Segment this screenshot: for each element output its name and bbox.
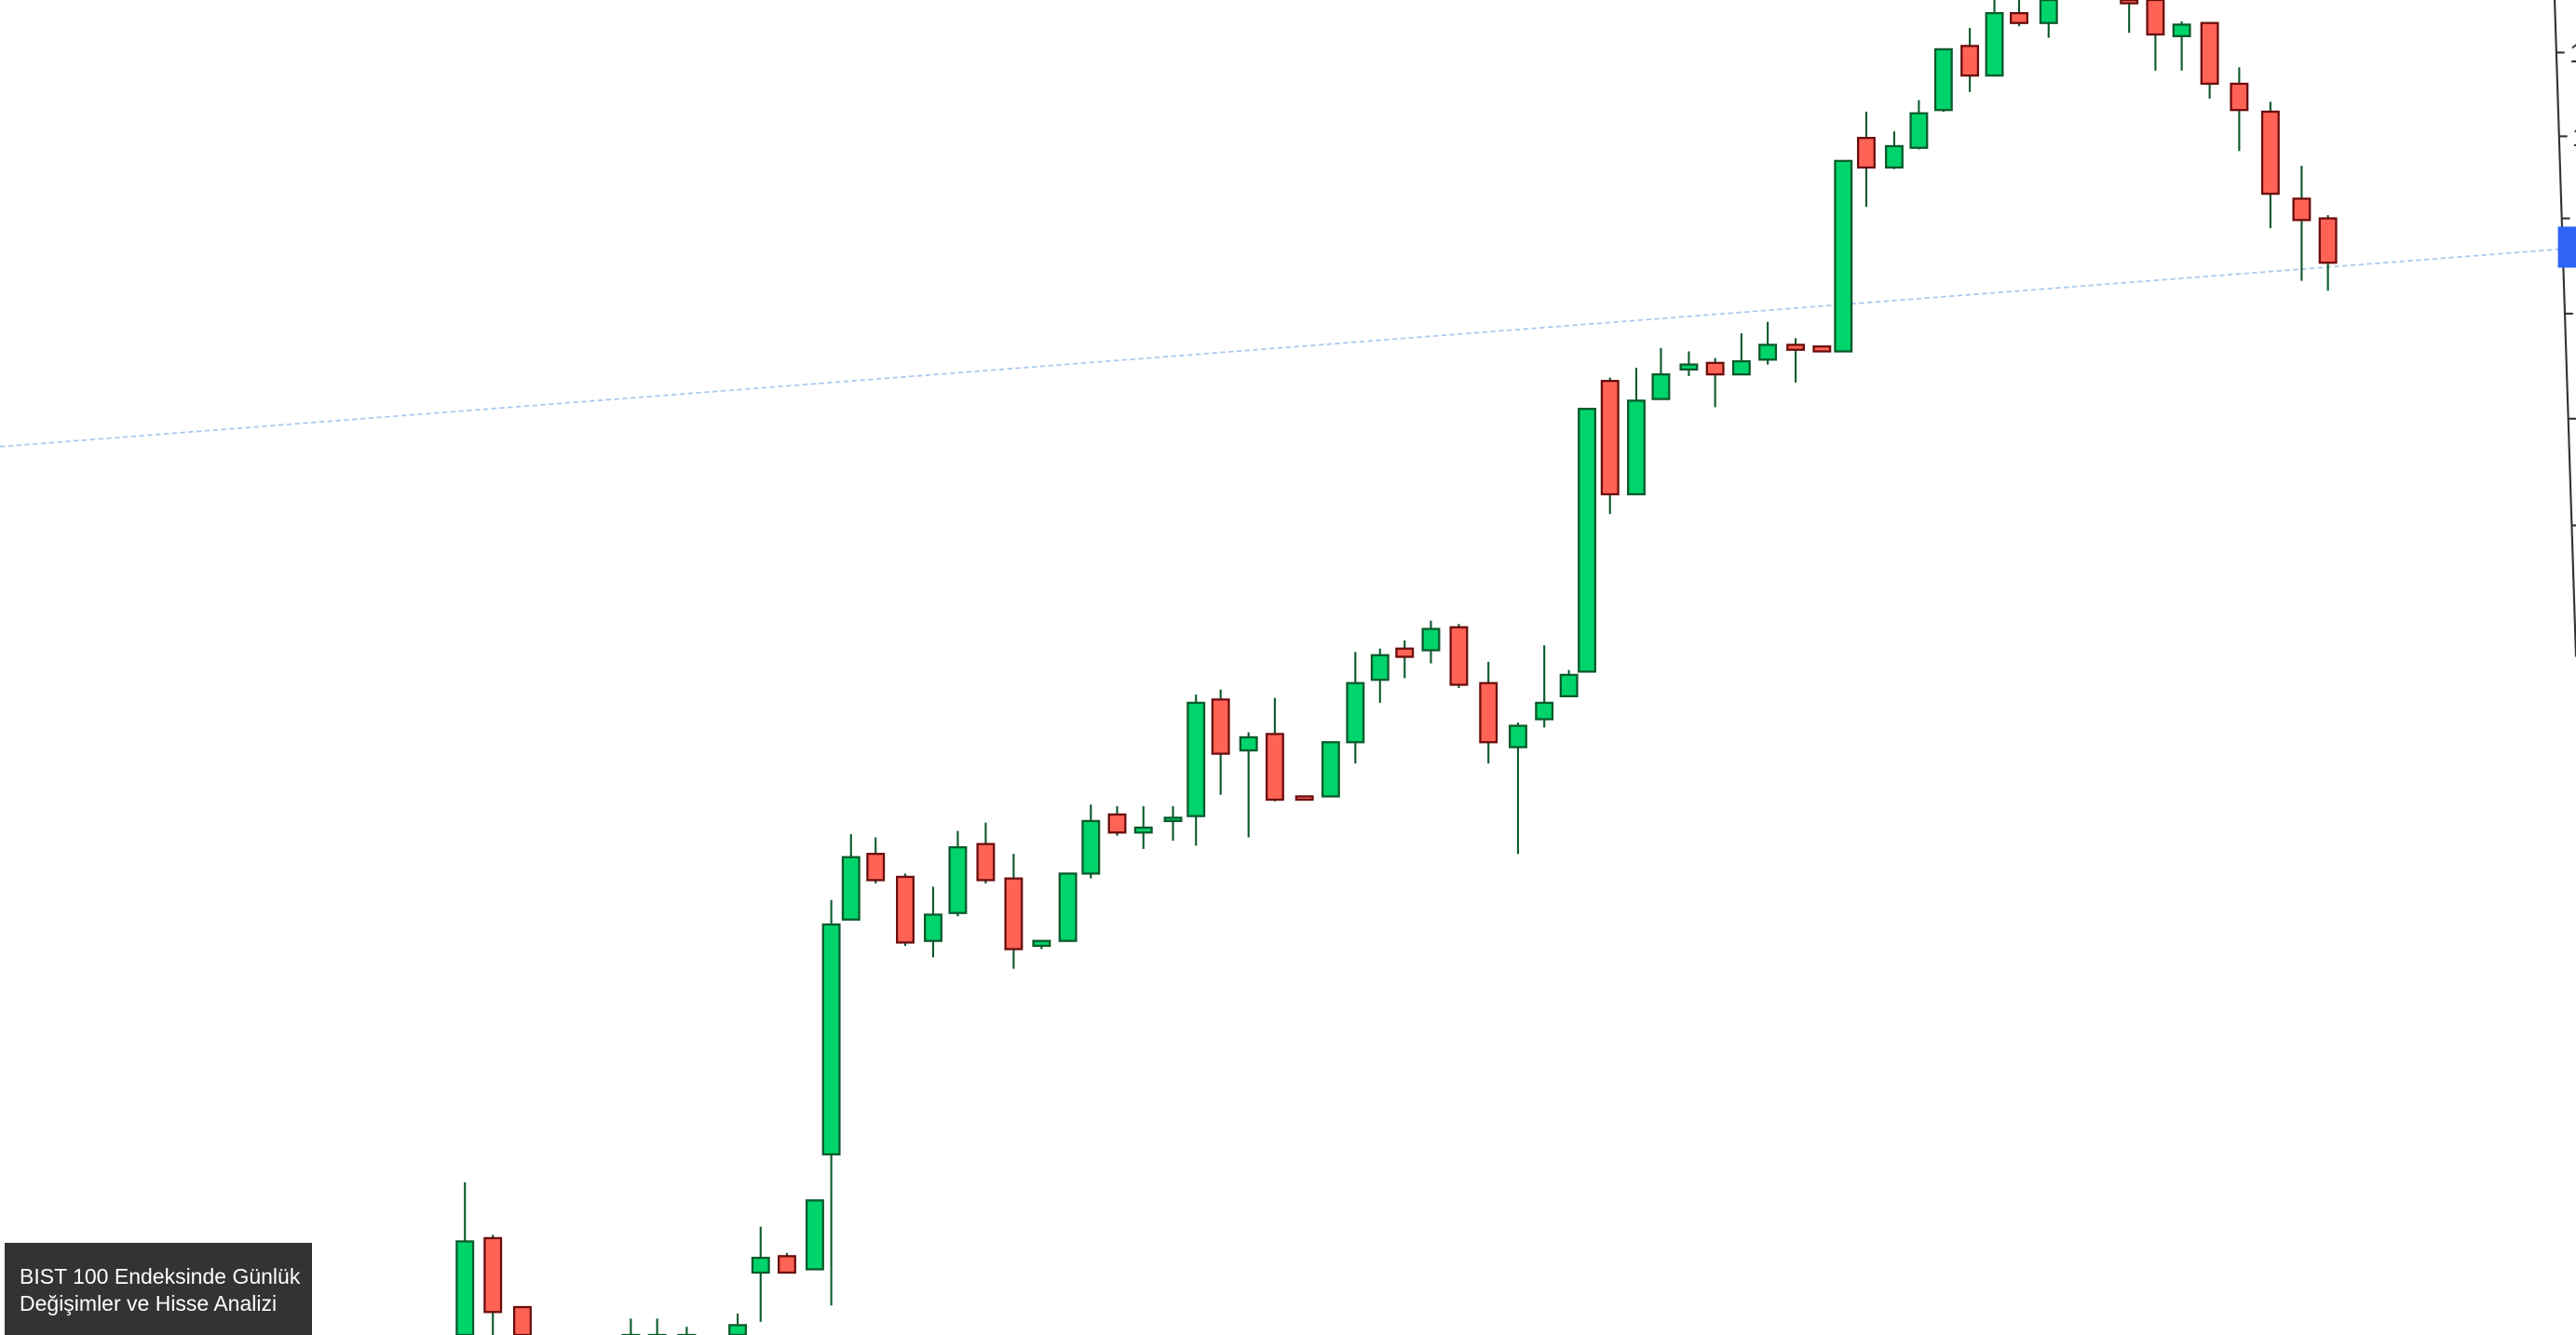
candle-down: [1786, 344, 1806, 351]
candle-down: [1395, 647, 1415, 658]
candle-up: [2039, 0, 2058, 24]
candle-down: [2292, 197, 2312, 222]
candle-up: [1321, 741, 1340, 798]
price-axis-line: [2554, 0, 2576, 657]
candle-up: [1985, 11, 2004, 77]
candle-down: [1211, 698, 1230, 755]
candle-up: [1370, 654, 1390, 681]
candle-up: [455, 1240, 475, 1335]
candle-down: [778, 1255, 796, 1274]
chart-caption: BIST 100 Endeksinde Günlük Değişimler ve…: [5, 1243, 312, 1335]
current-price-line: [0, 247, 2576, 448]
candle-down: [1812, 345, 1832, 353]
candle-up: [821, 923, 841, 1156]
candle-down: [1004, 877, 1024, 951]
candle-down: [1960, 45, 1980, 77]
candle-up: [1032, 939, 1051, 948]
axis-tick-label: 10: [2569, 38, 2576, 68]
candle-up: [948, 845, 968, 914]
candle-up: [751, 1256, 770, 1274]
caption-line-2: Değişimler ve Hisse Analizi: [20, 1291, 278, 1315]
candle-down: [976, 843, 996, 882]
candle-down: [1295, 795, 1314, 802]
candle-down: [1600, 380, 1620, 496]
axis-tick-label: 1: [2575, 204, 2576, 234]
candle-down: [512, 1305, 532, 1335]
axis-tick-label: 1: [2572, 122, 2576, 152]
price-axis[interactable]: 10111: [2554, 0, 2576, 657]
candle-up: [1508, 724, 1527, 748]
candles-group: [455, 0, 2338, 1335]
candle-up: [1133, 826, 1153, 834]
candle-down: [2120, 0, 2139, 5]
candle-up: [1758, 344, 1778, 361]
candle-up: [2172, 23, 2191, 37]
candle-up: [1909, 112, 1929, 149]
candle-down: [1705, 361, 1725, 376]
candle-down: [1107, 813, 1127, 834]
candle-up: [1081, 819, 1101, 875]
current-price-tag: [2557, 226, 2576, 268]
candle-down: [2260, 110, 2280, 196]
candle-up: [1627, 399, 1646, 496]
candle-up: [1186, 701, 1206, 817]
candle-down: [1479, 681, 1498, 744]
candle-up: [1651, 373, 1671, 400]
candle-down: [2200, 21, 2219, 86]
candle-up: [1058, 872, 1078, 942]
candle-up: [1163, 816, 1183, 823]
candle-down: [2010, 11, 2028, 24]
candle-down: [483, 1236, 503, 1314]
candle-up: [728, 1324, 748, 1335]
candle-down: [2230, 82, 2249, 112]
candle-up: [1239, 735, 1258, 752]
candle-down: [896, 875, 915, 944]
candle-up: [1679, 363, 1699, 371]
candle-down: [1856, 137, 1876, 169]
candle-up: [1559, 673, 1579, 698]
candle-up: [1346, 681, 1365, 744]
candle-up: [1535, 701, 1554, 721]
candle-up: [1933, 47, 1953, 112]
candle-up: [841, 856, 861, 921]
candle-up: [1421, 627, 1441, 652]
candle-up: [805, 1199, 824, 1271]
candle-down: [2318, 217, 2338, 264]
candle-up: [1884, 144, 1904, 169]
candle-up: [924, 913, 942, 942]
candle-down: [2146, 0, 2165, 36]
candle-down: [1449, 626, 1469, 686]
candle-down: [866, 853, 886, 882]
candle-down: [1265, 733, 1284, 802]
candle-up: [1731, 359, 1751, 376]
candle-up: [1578, 408, 1597, 673]
candle-up: [1834, 159, 1853, 353]
caption-line-1: BIST 100 Endeksinde Günlük: [20, 1264, 301, 1288]
